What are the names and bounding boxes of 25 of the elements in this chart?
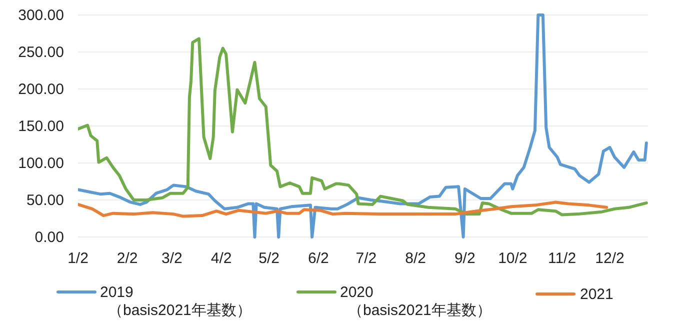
x-tick-label: 4/2 [210, 250, 232, 267]
legend-label: 2019 （basis2021年基数） [100, 284, 252, 319]
x-tick-label: 1/2 [68, 250, 88, 267]
y-tick-label: 0.00 [34, 229, 64, 246]
x-tick-label: 6/2 [308, 250, 329, 267]
x-tick-label: 12/2 [595, 250, 624, 267]
legend-label: 2020 （basis2021年基数） [340, 284, 492, 319]
y-tick-label: 50.00 [26, 192, 64, 209]
line-series [78, 200, 608, 218]
y-tick-label: 250.00 [18, 44, 64, 61]
line-series [78, 14, 648, 238]
legend-label: 2021 [580, 286, 614, 303]
x-tick-label: 11/2 [548, 250, 576, 267]
y-tick-label: 300.00 [18, 7, 64, 24]
x-tick-label: 2/2 [116, 250, 138, 267]
x-tick-label: 5/2 [258, 250, 280, 267]
x-tick-label: 8/2 [405, 250, 426, 267]
x-tick-label: 10/2 [498, 250, 528, 267]
y-tick-label: 100.00 [18, 155, 64, 172]
line-series [78, 37, 648, 216]
y-tick-label: 150.00 [18, 118, 64, 135]
x-tick-label: 3/2 [162, 250, 182, 267]
x-tick-label: 7/2 [356, 250, 377, 267]
y-tick-label: 200.00 [18, 81, 64, 98]
x-tick-label: 9/2 [454, 250, 476, 267]
